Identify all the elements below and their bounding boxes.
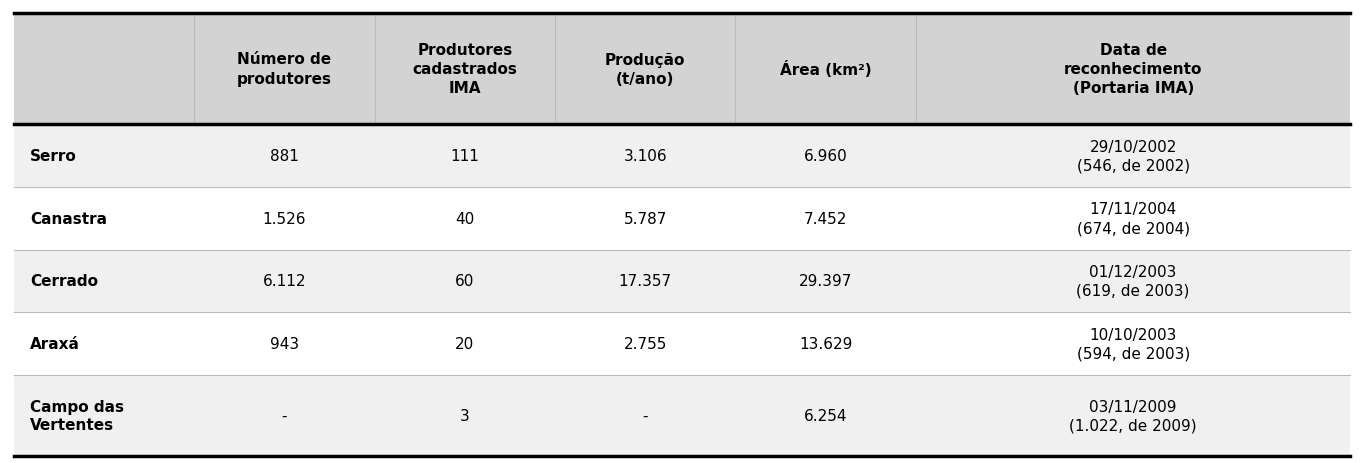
Text: Área (km²): Área (km²) [780,61,872,78]
Text: 17.357: 17.357 [619,274,672,289]
Text: 943: 943 [270,336,299,351]
Text: 3: 3 [460,408,469,423]
Text: Serro: Serro [30,149,76,164]
Text: Canastra: Canastra [30,211,106,226]
Text: Cerrado: Cerrado [30,274,98,289]
Text: 6.254: 6.254 [803,408,847,423]
Text: 111: 111 [450,149,479,164]
Text: 6.960: 6.960 [803,149,847,164]
Text: 5.787: 5.787 [623,211,667,226]
Bar [14,250,1350,313]
Text: Araxá: Araxá [30,336,80,351]
Text: 17/11/2004
(674, de 2004): 17/11/2004 (674, de 2004) [1076,202,1189,236]
Bar [14,313,1350,375]
Text: Campo das
Vertentes: Campo das Vertentes [30,399,124,432]
Text: 40: 40 [456,211,475,226]
Text: 13.629: 13.629 [799,336,852,351]
Text: 3.106: 3.106 [623,149,667,164]
Text: 2.755: 2.755 [623,336,667,351]
Text: 29.397: 29.397 [799,274,852,289]
Text: 03/11/2009
(1.022, de 2009): 03/11/2009 (1.022, de 2009) [1069,399,1198,432]
Text: 881: 881 [270,149,299,164]
Text: 6.112: 6.112 [263,274,306,289]
Bar [14,375,1350,456]
Text: 20: 20 [456,336,475,351]
Text: -: - [642,408,648,423]
Text: Número de
produtores: Número de produtores [237,52,331,87]
Text: 1.526: 1.526 [263,211,306,226]
Text: -: - [281,408,286,423]
Text: 29/10/2002
(546, de 2002): 29/10/2002 (546, de 2002) [1076,139,1189,173]
Text: 7.452: 7.452 [803,211,847,226]
Text: Data de
reconhecimento
(Portaria IMA): Data de reconhecimento (Portaria IMA) [1064,43,1202,96]
Bar [14,14,1350,125]
Bar [14,125,1350,188]
Text: 01/12/2003
(619, de 2003): 01/12/2003 (619, de 2003) [1076,264,1189,298]
Bar [14,188,1350,250]
Text: 60: 60 [456,274,475,289]
Text: Produtores
cadastrados
IMA: Produtores cadastrados IMA [412,43,517,96]
Text: 10/10/2003
(594, de 2003): 10/10/2003 (594, de 2003) [1076,327,1189,361]
Text: Produção
(t/ano): Produção (t/ano) [606,52,686,87]
